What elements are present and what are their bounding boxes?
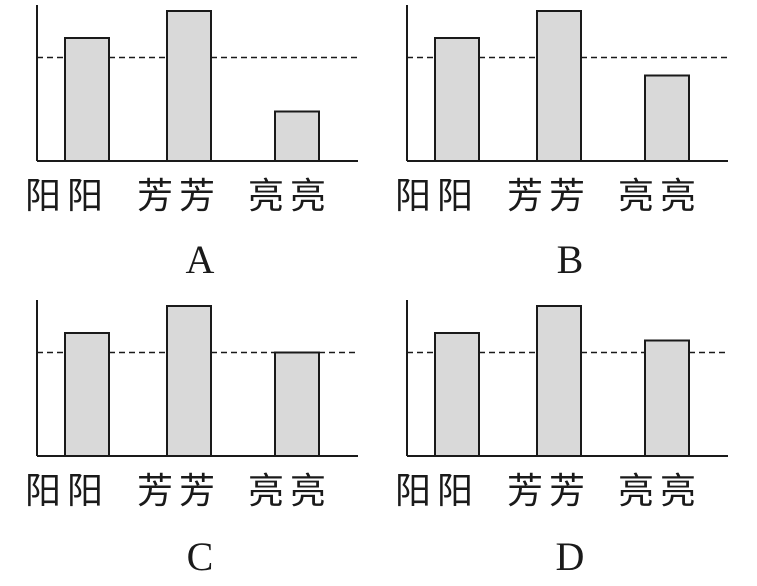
- bar-3: [644, 74, 690, 162]
- chart-panel-c: 阳阳 芳芳 亮亮 C: [20, 295, 380, 585]
- bar-2: [536, 305, 582, 457]
- bar-1: [64, 332, 110, 457]
- option-label-a: A: [185, 237, 215, 282]
- bar-chart-c: 阳阳 芳芳 亮亮: [25, 300, 358, 512]
- category-label: 芳芳: [137, 176, 221, 217]
- category-label: 阳阳: [25, 176, 109, 217]
- chart-panel-a: 阳阳 芳芳 亮亮 A: [20, 0, 380, 290]
- bar-1: [64, 37, 110, 162]
- option-label-c: C: [186, 534, 214, 579]
- category-label: 阳阳: [395, 471, 479, 512]
- bar-2: [536, 10, 582, 162]
- category-label: 芳芳: [137, 471, 221, 512]
- option-label-b: B: [556, 237, 584, 282]
- category-label: 芳芳: [507, 471, 591, 512]
- bar-chart-b: 阳阳 芳芳 亮亮: [395, 5, 728, 217]
- bar-3: [274, 351, 320, 457]
- bar-1: [434, 332, 480, 457]
- bar-1: [434, 37, 480, 162]
- category-label: 亮亮: [248, 471, 332, 512]
- bar-3: [644, 339, 690, 457]
- bar-2: [166, 10, 212, 162]
- category-label: 阳阳: [25, 471, 109, 512]
- bar-chart-a: 阳阳 芳芳 亮亮: [25, 5, 358, 217]
- chart-panel-d: 阳阳 芳芳 亮亮 D: [390, 295, 750, 585]
- category-label: 亮亮: [618, 176, 702, 217]
- bar-2: [166, 305, 212, 457]
- bar-chart-d: 阳阳 芳芳 亮亮: [395, 300, 728, 512]
- category-label: 亮亮: [618, 471, 702, 512]
- bar-3: [274, 110, 320, 162]
- category-label: 芳芳: [507, 176, 591, 217]
- category-label: 阳阳: [395, 176, 479, 217]
- category-label: 亮亮: [248, 176, 332, 217]
- chart-panel-b: 阳阳 芳芳 亮亮 B: [390, 0, 750, 290]
- option-label-d: D: [555, 534, 585, 579]
